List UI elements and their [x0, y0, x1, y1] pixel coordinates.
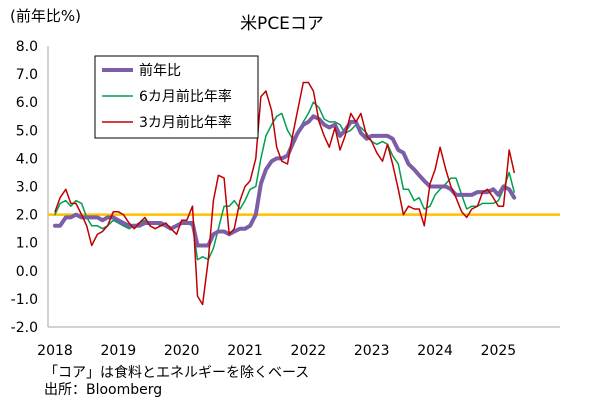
y-tick-label: 2.0 — [16, 208, 38, 224]
series-line — [54, 81, 515, 306]
series-lines — [53, 81, 517, 306]
x-tick-label: 2019 — [101, 343, 137, 359]
legend-label: 前年比 — [139, 62, 181, 79]
y-tick-label: 8.0 — [16, 39, 38, 55]
x-tick-label: 2022 — [291, 343, 327, 359]
y-tick-label: 7.0 — [16, 67, 38, 83]
y-tick-label: 1.0 — [16, 236, 38, 252]
y-tick-label: 3.0 — [16, 180, 38, 196]
x-tick-label: 2025 — [481, 343, 517, 359]
legend: 前年比 6カ月前比年率 3カ月前比年率 — [94, 55, 259, 139]
x-tick-label: 2020 — [164, 343, 200, 359]
y-tick-label: 6.0 — [16, 95, 38, 111]
x-tick-label: 2024 — [417, 343, 453, 359]
x-tick-label: 2021 — [227, 343, 263, 359]
legend-label: 3カ月前比年率 — [139, 114, 232, 131]
chart-title: 米PCEコア — [240, 14, 324, 34]
line-chart: 米PCEコア (前年比%) 8.0 7.0 6.0 5.0 4.0 3.0 2.0 1.0 0.… — [10, 7, 560, 359]
y-axis-tick-labels: 8.0 7.0 6.0 5.0 4.0 3.0 2.0 1.0 0.0 -1.0 -2.0 — [11, 39, 38, 336]
y-tick-label: -1.0 — [11, 292, 38, 308]
x-tick-label: 2018 — [37, 343, 73, 359]
y-tick-label: 5.0 — [16, 123, 38, 139]
y-axis-label: (前年比%) — [10, 7, 81, 25]
legend-label: 6カ月前比年率 — [139, 88, 232, 105]
y-tick-label: -2.0 — [11, 320, 38, 336]
source-note: 出所：Bloomberg — [44, 382, 163, 398]
y-tick-label: 0.0 — [16, 264, 38, 280]
x-tick-label: 2023 — [354, 343, 390, 359]
footnote: 「コア」は食料とエネルギーを除くベース — [44, 365, 310, 381]
y-tick-label: 4.0 — [16, 151, 38, 167]
x-axis-tick-labels: 2018 2019 2020 2021 2022 2023 2024 2025 — [37, 343, 516, 359]
